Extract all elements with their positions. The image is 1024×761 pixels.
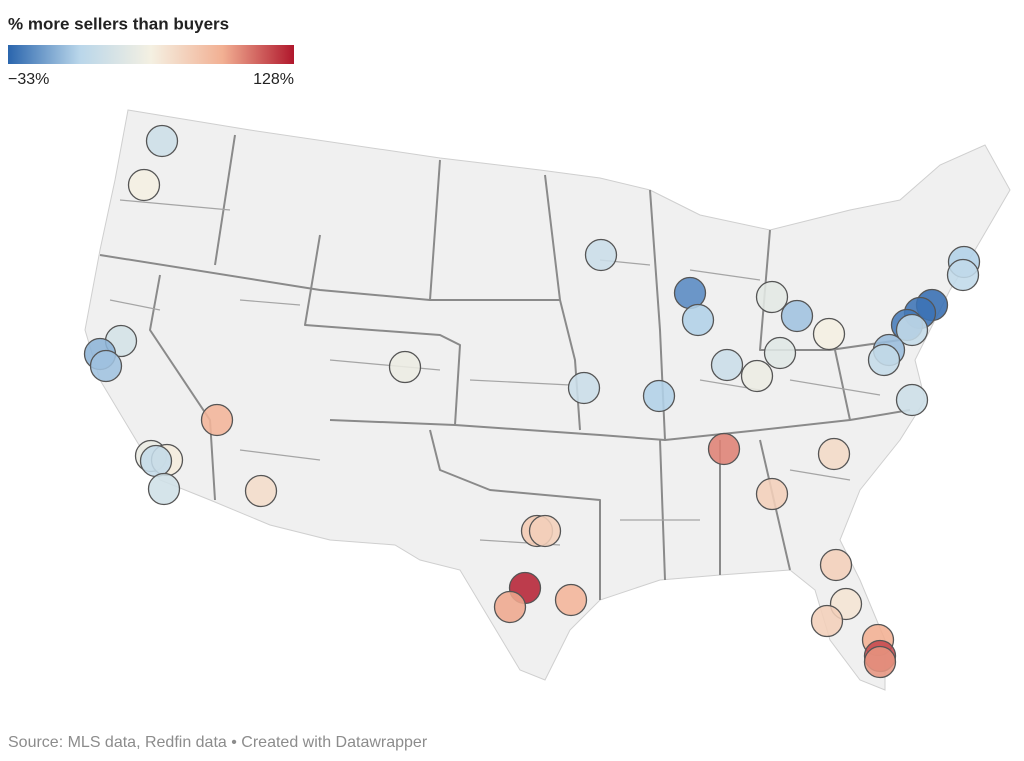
metro-bubble <box>145 124 179 158</box>
metro-bubble <box>867 343 901 377</box>
metro-bubble <box>681 303 715 337</box>
metro-bubble <box>755 477 789 511</box>
metro-bubble <box>89 349 123 383</box>
metro-bubble <box>554 583 588 617</box>
color-scale <box>8 45 294 64</box>
metro-bubble <box>863 645 897 679</box>
bubbles <box>83 124 981 679</box>
metro-bubble <box>528 514 562 548</box>
metro-bubble <box>812 317 846 351</box>
metro-bubble <box>819 548 853 582</box>
us-map <box>84 109 1011 691</box>
metro-bubble <box>946 258 980 292</box>
metro-bubble <box>200 403 234 437</box>
metro-bubble <box>755 280 789 314</box>
metro-bubble <box>493 590 527 624</box>
metro-bubble <box>584 238 618 272</box>
scale-max-label: 128% <box>253 71 294 88</box>
metro-bubble <box>567 371 601 405</box>
legend-title: % more sellers than buyers <box>8 14 229 33</box>
metro-bubble <box>388 350 422 384</box>
metro-bubble <box>780 299 814 333</box>
scale-min-label: −33% <box>8 71 49 88</box>
metro-bubble <box>740 359 774 393</box>
metro-bubble <box>810 604 844 638</box>
metro-bubble <box>127 168 161 202</box>
county-lines <box>109 199 881 546</box>
metro-bubble <box>244 474 278 508</box>
metro-bubble <box>147 472 181 506</box>
metro-bubble <box>817 437 851 471</box>
metro-bubble <box>763 336 797 370</box>
metro-bubble <box>710 348 744 382</box>
metro-bubble <box>139 444 173 478</box>
metro-bubble <box>707 432 741 466</box>
metro-bubble <box>673 276 707 310</box>
metro-bubble <box>895 383 929 417</box>
metro-bubble <box>642 379 676 413</box>
metro-bubble <box>895 313 929 347</box>
source-note: Source: MLS data, Redfin data • Created … <box>8 734 428 751</box>
